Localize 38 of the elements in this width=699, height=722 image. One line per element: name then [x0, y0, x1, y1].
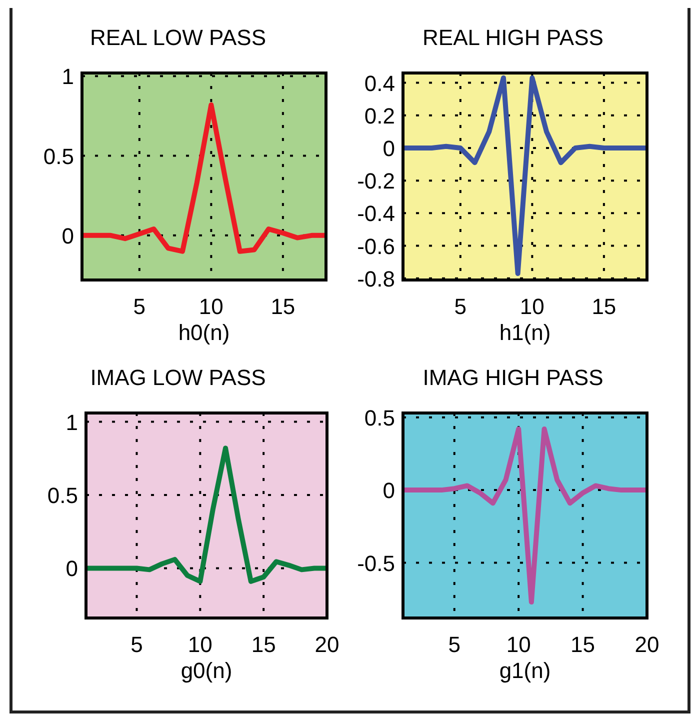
x-axis-title: g0(n) — [180, 658, 232, 683]
x-tick-label: 15 — [592, 294, 616, 319]
x-tick-label: 20 — [634, 632, 660, 657]
y-tick-label: 0.2 — [364, 103, 395, 128]
y-tick-label: 0 — [62, 223, 74, 248]
x-axis-title: g1(n) — [499, 658, 551, 683]
x-tick-label: 10 — [520, 294, 544, 319]
x-tick-label: 10 — [506, 632, 531, 657]
y-tick-label: -0.2 — [357, 168, 395, 194]
x-tick-label: 15 — [251, 632, 276, 657]
x-tick-label: 15 — [270, 294, 296, 319]
y-tick-label: 0.5 — [364, 405, 395, 430]
y-tick-label: -0.5 — [357, 550, 395, 576]
chart-title: REAL HIGH PASS — [422, 25, 604, 50]
y-tick-label: -0.4 — [357, 201, 395, 226]
x-axis-title: h1(n) — [499, 320, 551, 345]
chart-title: REAL LOW PASS — [90, 25, 266, 50]
y-tick-label: 0 — [382, 478, 395, 504]
x-tick-label: 10 — [188, 632, 212, 657]
x-tick-label: 5 — [448, 632, 460, 657]
chart-title: IMAG HIGH PASS — [422, 365, 604, 390]
y-tick-label: 0.5 — [47, 483, 78, 508]
y-tick-label: -0.8 — [357, 266, 395, 292]
y-tick-label: 0 — [382, 136, 395, 161]
y-tick-label: 0.4 — [364, 70, 395, 96]
y-tick-label: 0 — [66, 556, 78, 582]
x-tick-label: 5 — [454, 294, 467, 319]
y-tick-label: 0.5 — [43, 144, 74, 169]
x-tick-label: 15 — [570, 632, 596, 657]
x-tick-label: 5 — [133, 294, 146, 319]
y-tick-label: -0.6 — [357, 234, 395, 259]
x-tick-label: 5 — [130, 632, 143, 657]
chart-title: IMAG LOW PASS — [90, 365, 266, 390]
y-tick-label: 1 — [62, 64, 74, 90]
y-tick-label: 1 — [66, 410, 78, 435]
x-tick-label: 10 — [198, 294, 224, 319]
x-axis-title: h0(n) — [178, 320, 230, 345]
x-tick-label: 20 — [314, 632, 340, 657]
